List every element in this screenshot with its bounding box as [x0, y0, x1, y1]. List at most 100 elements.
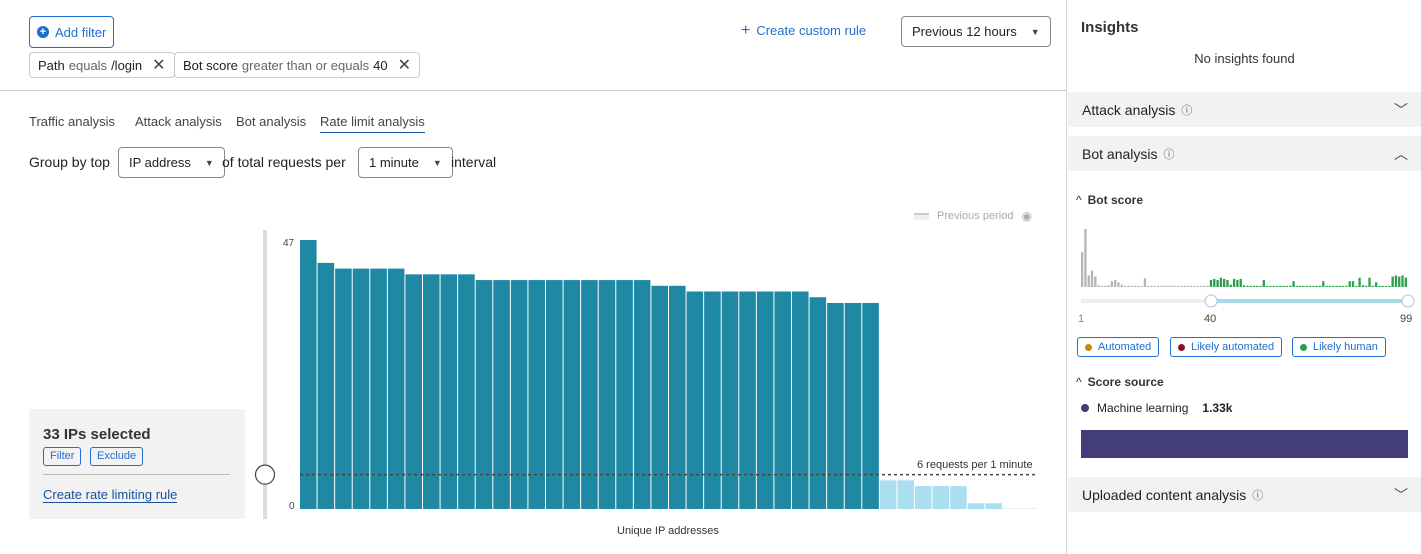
bar[interactable] — [879, 480, 897, 509]
bar[interactable] — [809, 297, 827, 509]
slider-handle-min[interactable] — [1204, 294, 1218, 308]
bar[interactable] — [686, 291, 704, 509]
tab-attack-analysis[interactable]: Attack analysis — [135, 114, 222, 129]
histogram-bar — [1193, 285, 1196, 287]
group-by-suffix: interval — [451, 154, 497, 170]
close-icon[interactable]: ✕ — [397, 57, 411, 74]
filter-button[interactable]: Filter — [43, 447, 82, 466]
x-axis-label: Unique IP addresses — [617, 525, 719, 537]
close-icon[interactable]: ✕ — [152, 57, 166, 74]
eye-icon[interactable]: ◉ — [1021, 209, 1032, 223]
insights-title: Insights — [1081, 19, 1139, 36]
bar[interactable] — [827, 302, 844, 509]
info-icon[interactable]: ⓘ — [1163, 148, 1175, 161]
bar[interactable] — [598, 280, 616, 509]
tab-traffic-analysis[interactable]: Traffic analysis — [29, 114, 115, 129]
bar[interactable] — [458, 274, 475, 509]
histogram-bar — [1275, 285, 1279, 287]
plus-icon: + — [741, 22, 751, 39]
bar[interactable] — [563, 280, 581, 509]
score-source-header[interactable]: ^ Score source — [1076, 375, 1164, 389]
legend-likely-automated[interactable]: Likely automated — [1170, 337, 1283, 357]
create-rate-limiting-rule-link[interactable]: Create rate limiting rule — [43, 487, 178, 503]
bar[interactable] — [387, 268, 405, 509]
bar[interactable] — [546, 280, 563, 509]
histogram-bar — [1180, 285, 1183, 287]
bot-score-histogram[interactable] — [1067, 220, 1421, 315]
bar[interactable] — [440, 274, 458, 509]
time-range-select[interactable]: Previous 12 hours ▼ — [901, 16, 1051, 47]
add-filter-button[interactable]: + Add filter — [29, 16, 115, 48]
bar[interactable] — [774, 291, 791, 509]
bar[interactable] — [493, 280, 510, 509]
filter-chip-path[interactable]: Path equals /login ✕ — [29, 52, 175, 78]
bar[interactable] — [985, 503, 1002, 509]
chevron-up-icon: ^ — [1076, 375, 1082, 389]
bar[interactable] — [317, 262, 335, 509]
histogram-bar — [1365, 285, 1368, 287]
bar[interactable] — [756, 291, 774, 509]
histogram-bar — [1094, 276, 1097, 287]
bar[interactable] — [862, 302, 879, 509]
bar[interactable] — [528, 280, 545, 509]
bar[interactable] — [844, 302, 862, 509]
threshold-slider-handle[interactable] — [254, 464, 276, 485]
info-icon[interactable]: ⓘ — [1252, 489, 1264, 502]
filter-chip-bot-score[interactable]: Bot score greater than or equals 40 ✕ — [174, 52, 420, 78]
score-source-bar[interactable] — [1081, 430, 1408, 458]
bar[interactable] — [581, 280, 598, 509]
bar[interactable] — [721, 291, 739, 509]
bar[interactable] — [423, 274, 440, 509]
uploaded-content-section-header[interactable]: Uploaded content analysis ⓘ ﹀ — [1068, 477, 1421, 512]
bar[interactable] — [897, 480, 914, 509]
histogram-bar — [1381, 285, 1384, 287]
histogram-bar — [1216, 280, 1219, 287]
legend-likely-human[interactable]: Likely human — [1292, 337, 1386, 357]
bar[interactable] — [950, 486, 967, 509]
main-area: + Add filter Path equals /login ✕ Bot sc… — [0, 16, 1066, 537]
tab-rate-limit-analysis[interactable]: Rate limit analysis — [320, 114, 425, 133]
bar[interactable] — [739, 291, 756, 509]
rate-limit-chart — [254, 230, 1038, 519]
legend-automated[interactable]: Automated — [1077, 337, 1160, 357]
bar[interactable] — [335, 268, 352, 509]
attack-analysis-section-header[interactable]: Attack analysis ⓘ ﹀ — [1068, 92, 1421, 127]
previous-period-legend[interactable]: Previous period ◉ — [914, 209, 1032, 223]
previous-period-label: Previous period — [937, 210, 1014, 222]
score-source-row: Machine learning 1.33k — [1081, 401, 1232, 415]
bar[interactable] — [405, 274, 422, 509]
info-icon[interactable]: ⓘ — [1181, 104, 1193, 117]
bar[interactable] — [651, 285, 668, 509]
bar[interactable] — [792, 291, 809, 509]
histogram-bar — [1166, 285, 1170, 287]
group-by-field-select[interactable]: IP address ▼ — [118, 147, 225, 178]
histogram-bar — [1388, 285, 1391, 287]
create-custom-rule-link[interactable]: + Create custom rule — [741, 22, 866, 39]
histogram-bar — [1123, 285, 1127, 287]
histogram-bar — [1355, 285, 1358, 287]
bar[interactable] — [510, 280, 528, 509]
group-by-prefix: Group by top — [29, 154, 110, 170]
attack-analysis-label: Attack analysis — [1082, 101, 1176, 118]
bar[interactable] — [633, 280, 651, 509]
bar[interactable] — [370, 268, 387, 509]
filter-field: Path — [38, 57, 65, 73]
bar[interactable] — [915, 486, 932, 509]
bar[interactable] — [616, 280, 633, 509]
bar[interactable] — [475, 280, 493, 509]
bar[interactable] — [967, 503, 985, 509]
slider-handle-max[interactable] — [1401, 294, 1415, 308]
histogram-bar — [1302, 285, 1305, 287]
bot-score-header[interactable]: ^ Bot score — [1076, 193, 1143, 207]
bar[interactable] — [704, 291, 721, 509]
histogram-bar — [1173, 285, 1176, 287]
bar[interactable] — [669, 285, 686, 509]
exclude-button[interactable]: Exclude — [90, 447, 144, 466]
range-slider-track[interactable] — [263, 230, 267, 519]
bot-analysis-section-header[interactable]: Bot analysis ⓘ ︿ — [1068, 136, 1421, 171]
bar[interactable] — [300, 240, 317, 509]
interval-select[interactable]: 1 minute ▼ — [358, 147, 453, 178]
bar[interactable] — [352, 268, 370, 509]
bar[interactable] — [932, 486, 950, 509]
tab-bot-analysis[interactable]: Bot analysis — [236, 114, 307, 129]
